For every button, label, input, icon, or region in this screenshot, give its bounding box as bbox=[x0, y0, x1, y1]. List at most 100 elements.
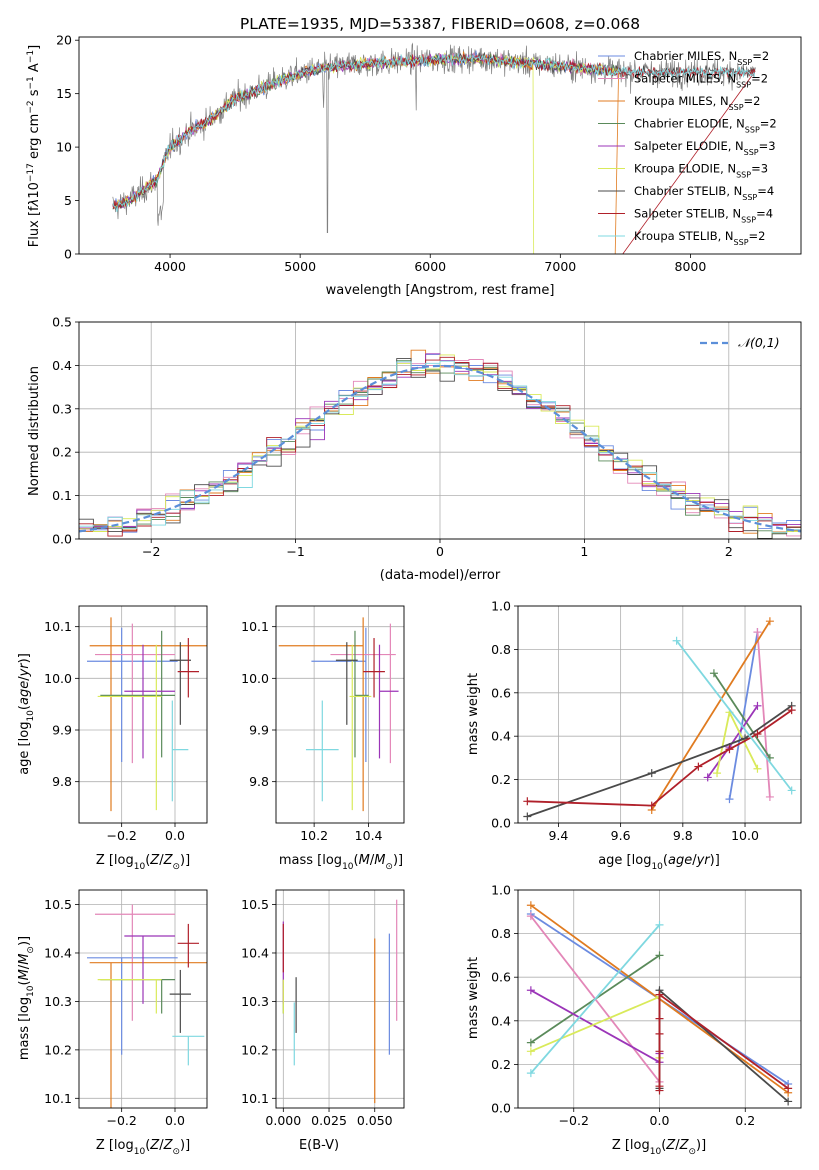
axes-frame bbox=[78, 321, 802, 540]
y-tick-label: 0.0 bbox=[52, 532, 72, 547]
x-tick-label: 0.2 bbox=[735, 1113, 755, 1128]
y-tick-label: 9.8 bbox=[52, 774, 72, 789]
weight-marker bbox=[526, 1038, 535, 1047]
weight-marker bbox=[655, 920, 664, 929]
weight-marker bbox=[526, 912, 535, 921]
x-tick-label: 0.0 bbox=[165, 1113, 185, 1128]
weight-marker bbox=[523, 797, 532, 806]
age-vs-mass-xlabel: mass [log10(M/M⊙)] bbox=[279, 853, 403, 872]
weight-series-line bbox=[650, 620, 771, 811]
weight-vs-age-panel: 9.4 9.6 9.8 10.0 0.0 0.2 0.4 0.6 0.8 1.0 age [log… bbox=[466, 599, 802, 872]
y-tick-label: 10.4 bbox=[44, 945, 72, 960]
weight-series-line bbox=[527, 709, 793, 807]
y-tick-label: 10.3 bbox=[44, 994, 72, 1009]
y-tick-label: 10.5 bbox=[241, 897, 269, 912]
x-tick-label: 0 bbox=[436, 544, 444, 559]
legend-label: Salpeter ELODIE, NSSP=3 bbox=[634, 139, 776, 157]
weight-marker bbox=[753, 701, 762, 710]
legend-label: Chabrier STELIB, NSSP=4 bbox=[634, 184, 774, 202]
y-tick-label: 0.0 bbox=[491, 1101, 511, 1116]
x-tick-label: 10.2 bbox=[300, 828, 328, 843]
x-tick-label: −0.2 bbox=[106, 828, 136, 843]
weight-marker bbox=[672, 636, 681, 645]
legend-label: Salpeter MILES, NSSP=2 bbox=[634, 72, 768, 90]
weight-series-line bbox=[713, 672, 771, 759]
y-tick-label: 5 bbox=[64, 193, 72, 208]
y-tick-label: 1.0 bbox=[491, 883, 511, 898]
legend-label: Chabrier ELODIE, NSSP=2 bbox=[634, 117, 777, 135]
x-tick-label: −0.2 bbox=[106, 1113, 136, 1128]
weight-marker bbox=[753, 764, 762, 773]
x-tick-label: 9.4 bbox=[548, 828, 568, 843]
weight-marker bbox=[784, 1097, 793, 1106]
y-tick-label: 10 bbox=[56, 140, 72, 155]
axes-frame bbox=[517, 889, 802, 1109]
x-tick-label: −2 bbox=[142, 544, 160, 559]
x-tick-label: −1 bbox=[286, 544, 304, 559]
age-vs-z-panel: −0.2 0.0 9.8 9.9 10.0 10.1 Z [log10(Z/Z⊙)] ag… bbox=[17, 605, 208, 872]
x-tick-label: 10.4 bbox=[355, 828, 383, 843]
weight-marker bbox=[709, 669, 718, 678]
y-tick-label: 10.0 bbox=[44, 671, 72, 686]
weight-series-line bbox=[728, 631, 759, 800]
y-tick-label: 10.2 bbox=[241, 1042, 269, 1057]
mass-vs-ebv-panel: 0.000 0.025 0.050 10.1 10.2 10.3 10.4 10.5 E(B-… bbox=[241, 889, 405, 1153]
axes-frame bbox=[78, 889, 208, 1109]
x-tick-label: 8000 bbox=[675, 259, 707, 274]
y-tick-label: 0.8 bbox=[491, 926, 511, 941]
weight-series-line bbox=[527, 705, 793, 818]
y-tick-label: 10.1 bbox=[44, 1091, 72, 1106]
y-tick-label: 10.4 bbox=[241, 945, 269, 960]
x-tick-label: 1 bbox=[580, 544, 588, 559]
y-tick-label: 0.4 bbox=[491, 1013, 511, 1028]
weight-marker bbox=[647, 769, 656, 778]
weight-vs-age-ylabel: mass weight bbox=[466, 673, 481, 755]
age-vs-mass-panel: 10.2 10.4 9.8 9.9 10.0 10.1 mass [log10(M/M⊙)… bbox=[241, 605, 405, 872]
weight-marker bbox=[526, 986, 535, 995]
y-tick-label: 10.3 bbox=[241, 994, 269, 1009]
mass-vs-z-panel: −0.2 0.0 10.1 10.2 10.3 10.4 10.5 Z [log10(Z/Z… bbox=[17, 889, 208, 1157]
x-tick-label: 6000 bbox=[414, 259, 446, 274]
figure-title: PLATE=1935, MJD=53387, FIBERID=0608, z=0… bbox=[240, 15, 640, 33]
x-tick-label: 10.0 bbox=[731, 828, 759, 843]
weight-marker bbox=[784, 1084, 793, 1093]
y-tick-label: 9.9 bbox=[249, 723, 269, 738]
x-tick-label: 0.050 bbox=[357, 1113, 393, 1128]
mass-vs-z-xlabel: Z [log10(Z/Z⊙)] bbox=[96, 1138, 190, 1157]
y-tick-label: 15 bbox=[56, 86, 72, 101]
weight-marker bbox=[655, 1014, 664, 1023]
x-tick-label: 0.000 bbox=[265, 1113, 301, 1128]
weight-vs-z-xlabel: Z [log10(Z/Z⊙)] bbox=[612, 1138, 706, 1157]
residuals-panel: −2 −1 0 1 2 0.0 0.1 0.2 0.3 0.4 0.5 𝒩(0,1) (data-mo… bbox=[27, 315, 802, 583]
y-tick-label: 0.4 bbox=[491, 729, 511, 744]
y-tick-label: 0.6 bbox=[491, 685, 511, 700]
normal-curve bbox=[78, 364, 802, 533]
y-tick-label: 0.5 bbox=[52, 315, 72, 330]
y-tick-label: 10.0 bbox=[241, 671, 269, 686]
y-tick-label: 0.3 bbox=[52, 401, 72, 416]
axes-frame bbox=[78, 605, 208, 824]
y-tick-label: 0.6 bbox=[491, 970, 511, 985]
legend-label: 𝒩(0,1) bbox=[738, 335, 780, 350]
y-tick-label: 10.1 bbox=[44, 619, 72, 634]
x-tick-label: 5000 bbox=[284, 259, 316, 274]
y-tick-label: 0.8 bbox=[491, 642, 511, 657]
weight-marker bbox=[694, 762, 703, 771]
weight-marker bbox=[647, 801, 656, 810]
y-tick-label: 0.2 bbox=[491, 1057, 511, 1072]
y-tick-label: 10.1 bbox=[241, 619, 269, 634]
legend-label: Chabrier MILES, NSSP=2 bbox=[634, 49, 769, 67]
weight-marker bbox=[765, 792, 774, 801]
weight-marker bbox=[787, 786, 796, 795]
axes-frame bbox=[78, 36, 802, 255]
x-tick-label: 2 bbox=[725, 544, 733, 559]
age-vs-z-ylabel: age [log10(age/yr)] bbox=[17, 653, 36, 775]
weight-vs-z-ylabel: mass weight bbox=[466, 957, 481, 1039]
x-tick-label: 7000 bbox=[544, 259, 576, 274]
x-tick-label: −0.2 bbox=[559, 1113, 589, 1128]
x-tick-label: 0.0 bbox=[165, 828, 185, 843]
weight-marker bbox=[725, 795, 734, 804]
y-tick-label: 0 bbox=[64, 247, 72, 262]
x-tick-label: 4000 bbox=[154, 259, 186, 274]
